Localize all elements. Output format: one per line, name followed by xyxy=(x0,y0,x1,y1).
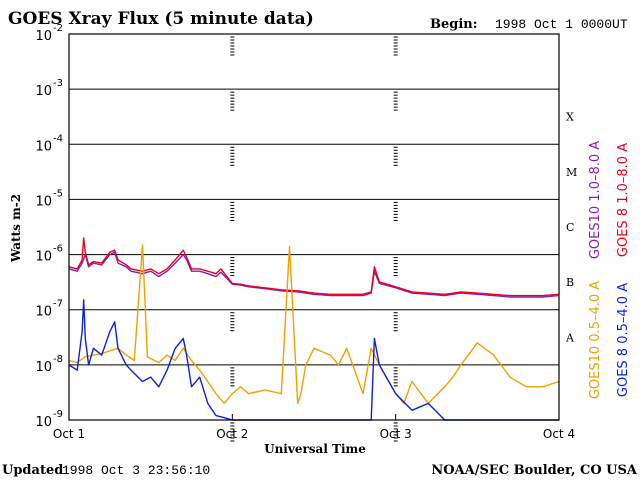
y-tick-exponent-0: -9 xyxy=(53,409,63,420)
x-tick-label-1: Oct 2 xyxy=(216,427,248,441)
legend-entry-1: GOES 8 1.0–8.0 A xyxy=(616,143,631,257)
y-tick-label-7: 10 xyxy=(35,29,52,44)
chart-title: GOES Xray Flux (5 minute data) xyxy=(8,9,314,29)
y-tick-exponent-1: -8 xyxy=(53,354,63,365)
x-axis-label: Universal Time xyxy=(264,442,366,456)
y-tick-exponent-6: -3 xyxy=(53,78,63,89)
series-line-3 xyxy=(68,299,559,421)
series-line-0 xyxy=(68,251,560,298)
legend-entry-2: GOES10 0.5–4.0 A xyxy=(588,281,603,399)
credit-text: NOAA/SEC Boulder, CO USA xyxy=(431,463,638,478)
updated-label: Updated xyxy=(2,463,63,478)
y-tick-exponent-4: -5 xyxy=(53,188,63,199)
series-line-2 xyxy=(68,244,560,405)
series-lines xyxy=(68,237,560,421)
y-tick-label-2: 10 xyxy=(35,305,52,320)
y-tick-label-5: 10 xyxy=(35,139,52,154)
chart-grid xyxy=(69,33,559,421)
x-tick-label-3: Oct 4 xyxy=(543,427,575,441)
y-tick-label-4: 10 xyxy=(35,194,52,209)
y-axis-label: Watts m-2 xyxy=(9,194,23,263)
legend: GOES10 1.0–8.0 A GOES 8 1.0–8.0 A GOES10 0… xyxy=(588,141,631,399)
y-tick-label-0: 10 xyxy=(35,415,52,430)
y-tick-label-1: 10 xyxy=(35,360,52,375)
flare-class-labels: A B C M X xyxy=(565,111,577,345)
x-tick-label-0: Oct 1 xyxy=(53,427,85,441)
y-tick-exponent-5: -4 xyxy=(53,133,63,144)
y-tick-exponent-7: -2 xyxy=(53,23,63,34)
y-axis-ticks: 10-910-810-710-610-510-410-310-2 xyxy=(35,23,63,430)
y-tick-exponent-2: -7 xyxy=(53,299,63,310)
flare-class-m: M xyxy=(566,166,577,179)
begin-value: 1998 Oct 1 0000UT xyxy=(495,17,628,32)
legend-entry-3: GOES 8 0.5–4.0 A xyxy=(616,283,631,397)
plot-frame xyxy=(68,33,560,421)
x-tick-label-2: Oct 3 xyxy=(380,427,412,441)
flare-class-a: A xyxy=(565,331,575,344)
updated-value: 1998 Oct 3 23:56:10 xyxy=(62,463,210,478)
y-tick-exponent-3: -6 xyxy=(53,244,63,255)
flare-class-x: X xyxy=(566,111,574,124)
y-tick-label-3: 10 xyxy=(35,250,52,265)
series-line-1 xyxy=(68,237,560,297)
begin-label: Begin: xyxy=(430,17,478,32)
legend-entry-0: GOES10 1.0–8.0 A xyxy=(588,141,603,259)
y-tick-label-6: 10 xyxy=(35,84,52,99)
flare-class-c: C xyxy=(566,221,574,234)
x-axis-ticks: Oct 1 Oct 2 Oct 3 Oct 4 xyxy=(53,36,575,442)
flare-class-b: B xyxy=(566,276,574,289)
